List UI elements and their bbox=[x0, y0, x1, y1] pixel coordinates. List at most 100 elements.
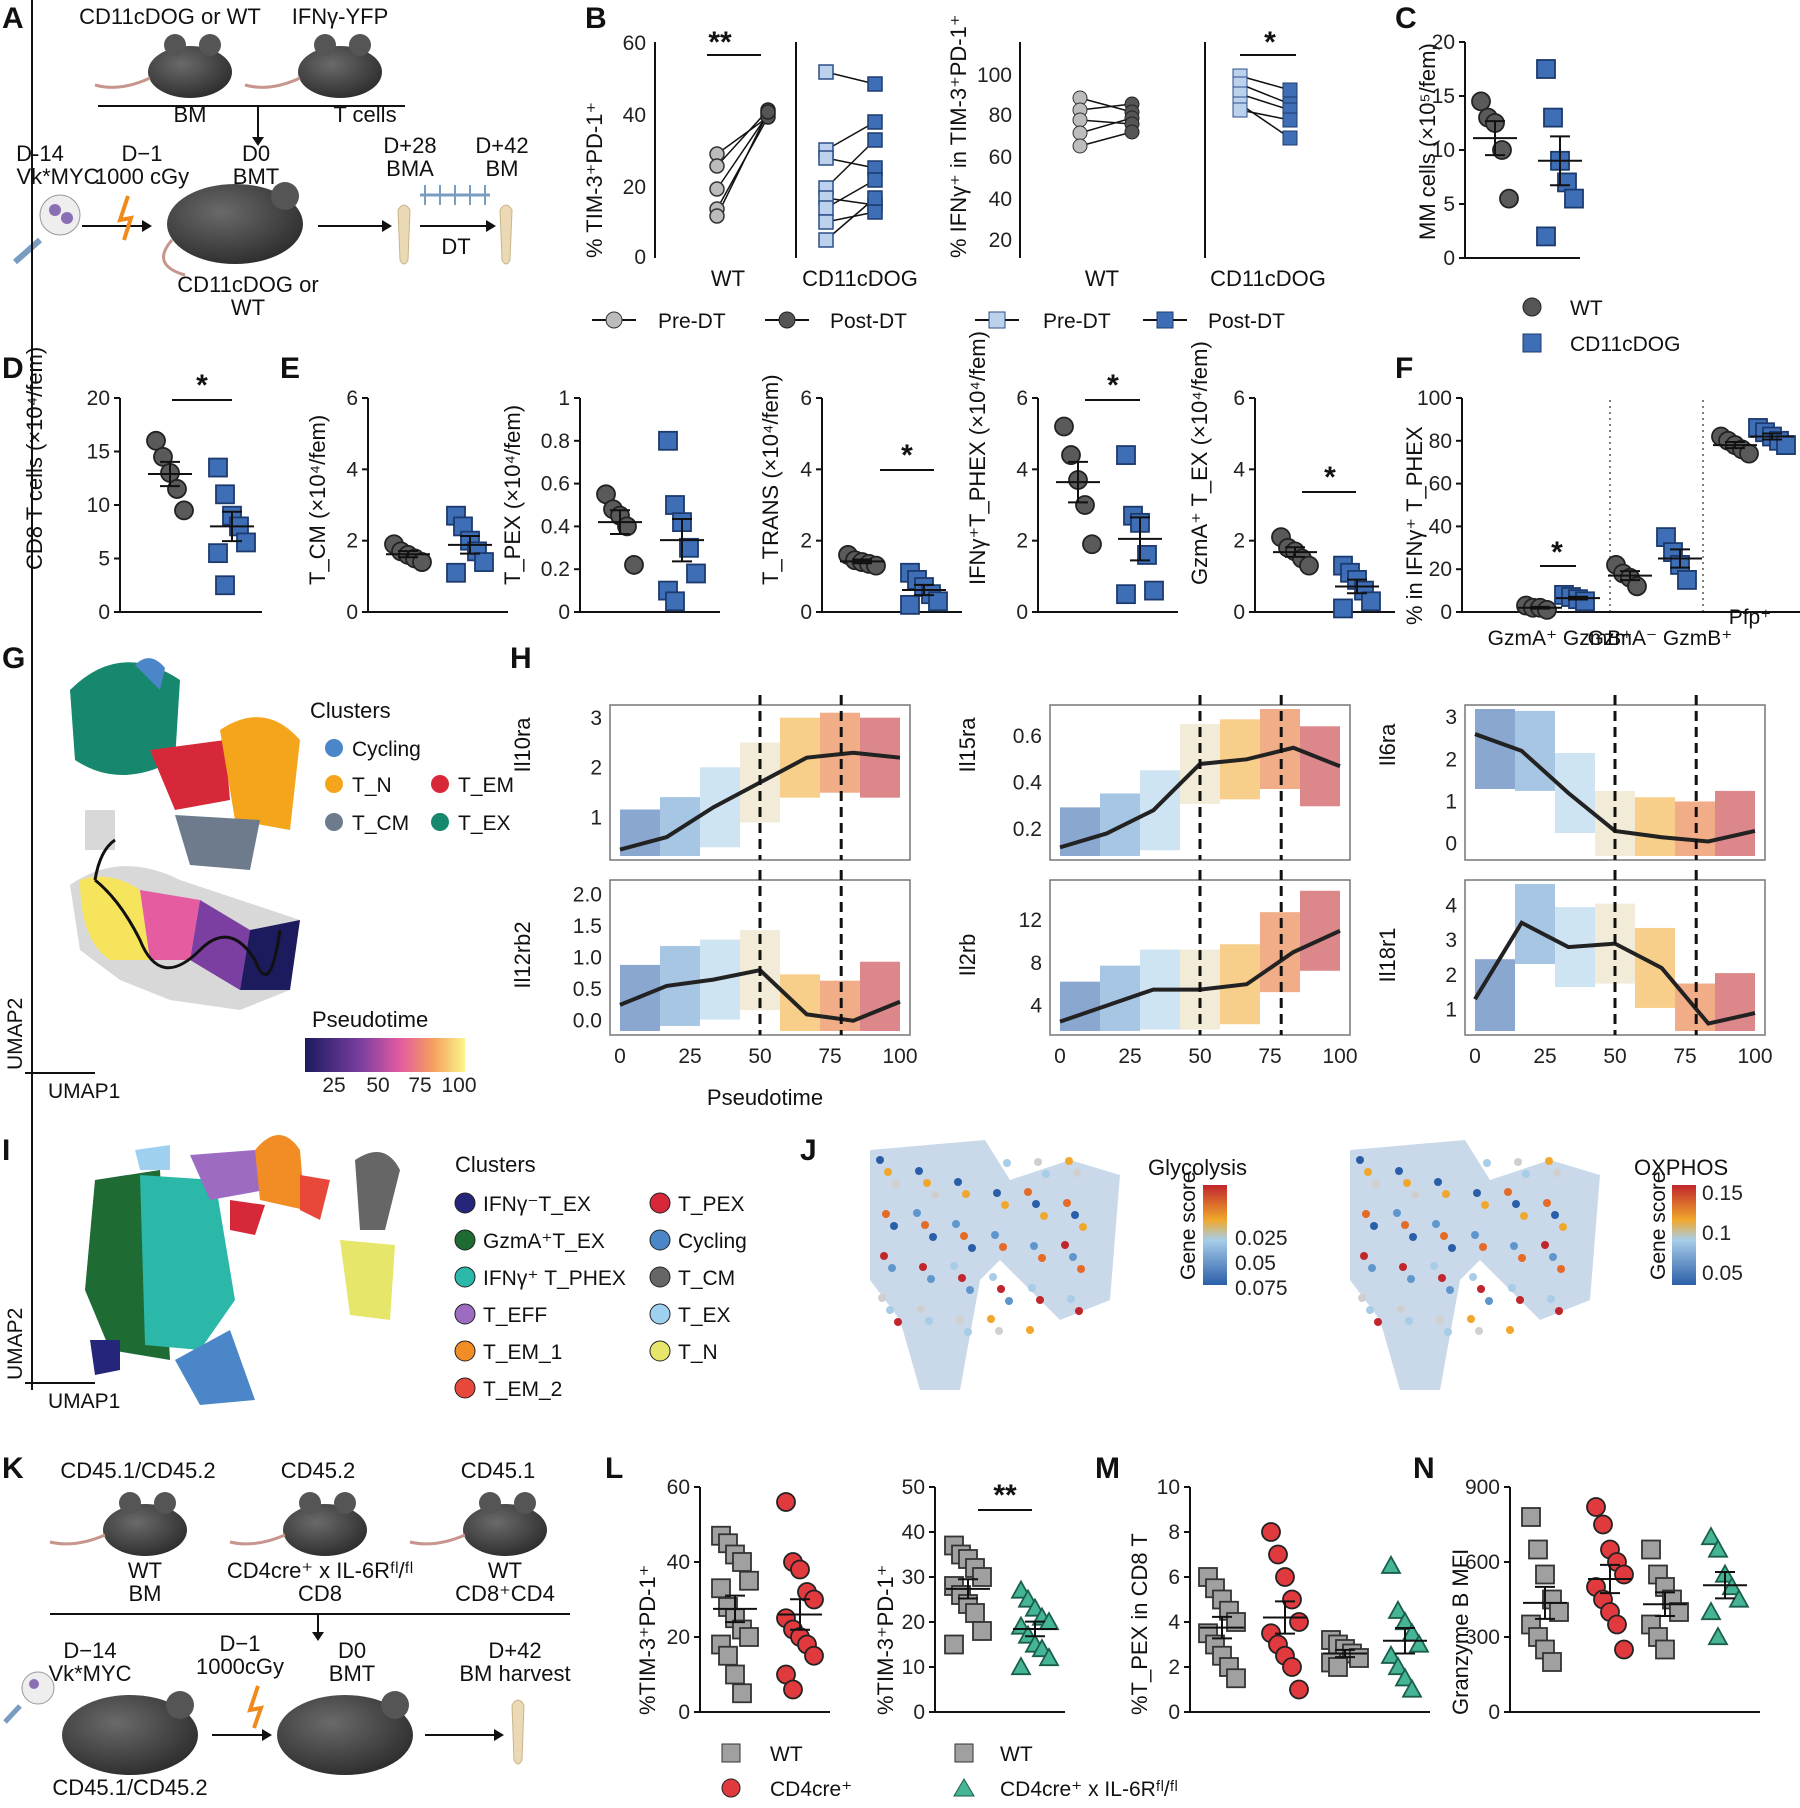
cell-point bbox=[987, 1315, 995, 1323]
point-cloud bbox=[1715, 790, 1755, 856]
data-point bbox=[215, 484, 235, 505]
umap-clusters bbox=[70, 658, 300, 870]
data-point bbox=[1226, 1668, 1246, 1689]
tick-label: 0.025 bbox=[1235, 1227, 1288, 1250]
legend-item: T_EM_1 bbox=[483, 1341, 562, 1364]
timepoint-label: D0 bbox=[338, 1638, 366, 1663]
data-point bbox=[665, 495, 685, 515]
tick-label: 4 bbox=[1445, 894, 1457, 917]
tick-label: 12 bbox=[1019, 909, 1042, 932]
gene-label: Il12rb2 bbox=[510, 921, 535, 988]
data-point bbox=[1328, 1657, 1348, 1677]
cell-point bbox=[921, 1221, 929, 1229]
data-point bbox=[804, 1645, 824, 1666]
data-point bbox=[711, 1578, 731, 1599]
cell-point bbox=[1518, 1254, 1526, 1262]
cd11cdog-pairs bbox=[818, 64, 883, 248]
colorbar-title: Gene score bbox=[1647, 1171, 1670, 1280]
timepoint-label: BMT bbox=[329, 1661, 375, 1686]
recipient-label-2: WT bbox=[231, 295, 265, 320]
y-axis-label: % TIM-3⁺PD-1⁺ bbox=[582, 102, 607, 258]
tick-label: 25 bbox=[1533, 1045, 1556, 1068]
y-axis-label: % in IFNγ⁺ T_PHEX bbox=[1402, 426, 1427, 625]
cell-point bbox=[1471, 1231, 1479, 1239]
y-axis-label: Granzyme B MFI bbox=[1448, 1549, 1473, 1715]
cell-point bbox=[1061, 1241, 1069, 1249]
panel-label: G bbox=[2, 642, 25, 675]
legend-item: Post-DT bbox=[830, 310, 907, 333]
data-point bbox=[624, 555, 644, 575]
data-point bbox=[965, 1603, 985, 1623]
umap-body bbox=[1350, 1140, 1600, 1390]
data-point bbox=[474, 552, 494, 572]
syringe-icon bbox=[13, 194, 81, 265]
cell-point bbox=[1432, 1220, 1440, 1228]
data-point bbox=[1289, 1679, 1309, 1700]
tick-label: 75 bbox=[408, 1074, 431, 1097]
data-point bbox=[1380, 1644, 1402, 1664]
legend-swatch bbox=[649, 1229, 671, 1251]
tick-label: 0.0 bbox=[573, 1010, 602, 1033]
d14-label: D-14 bbox=[16, 141, 64, 166]
cell-point bbox=[952, 1220, 960, 1228]
data-point bbox=[1075, 495, 1095, 515]
legend-swatch bbox=[454, 1340, 476, 1362]
tick-label: 0 bbox=[558, 601, 570, 624]
group-label-cd11cdog: CD11cDOG bbox=[802, 266, 918, 291]
tick-label: 4 bbox=[1030, 995, 1042, 1018]
mouse-icon bbox=[49, 1492, 187, 1556]
wt-pairs bbox=[709, 102, 776, 224]
tick-label: 20 bbox=[1429, 558, 1452, 581]
mouse-sublabel: BM bbox=[129, 1581, 162, 1606]
data-point bbox=[1275, 1567, 1295, 1587]
legend-item: T_EFF bbox=[483, 1304, 547, 1327]
tick-label: 0 bbox=[1440, 601, 1452, 624]
tick-label: 0 bbox=[1016, 601, 1028, 624]
point-cloud bbox=[780, 974, 820, 1031]
legend-item: IFNγ⁻T_EX bbox=[483, 1193, 591, 1216]
tick-label: 0 bbox=[678, 1701, 690, 1724]
tick-label: 0 bbox=[1233, 601, 1245, 624]
panel-m: M %T_PEX in CD8 T 0 2 4 6 8 10 bbox=[1095, 1452, 1430, 1724]
tick-label: 0.05 bbox=[1702, 1262, 1743, 1285]
mouse-sublabel: CD8⁺CD4 bbox=[455, 1581, 555, 1606]
legend-item: IFNγ⁺ T_PHEX bbox=[483, 1267, 626, 1290]
data-point bbox=[1641, 1539, 1661, 1560]
cell-point bbox=[1442, 1190, 1450, 1198]
tick-label: 40 bbox=[989, 188, 1012, 211]
cell-point bbox=[993, 1189, 1001, 1197]
point-cloud bbox=[1060, 807, 1100, 856]
vkmyc-label: Vk*MYC bbox=[16, 164, 99, 189]
data-point bbox=[972, 1567, 992, 1587]
point-cloud bbox=[1475, 709, 1515, 789]
colorbar bbox=[1672, 1185, 1696, 1285]
tick-label: 10 bbox=[902, 1656, 925, 1679]
cell-point bbox=[1067, 1295, 1075, 1303]
point-cloud bbox=[1475, 959, 1515, 1031]
tick-label: 2.0 bbox=[573, 883, 602, 906]
legend-item: CD11cDOG bbox=[1570, 333, 1680, 356]
tick-label: 4 bbox=[1168, 1611, 1180, 1634]
axis-label: UMAP1 bbox=[48, 1080, 120, 1103]
cell-point bbox=[1032, 1200, 1040, 1208]
syringes-icon bbox=[420, 185, 490, 205]
tick-label: 100 bbox=[1417, 387, 1452, 410]
tick-label: 2 bbox=[1233, 530, 1245, 553]
umap-pseudotime bbox=[70, 810, 300, 1010]
data-point bbox=[208, 457, 228, 478]
legend-item: Post-DT bbox=[1208, 310, 1285, 333]
panel-j: J Glycolysis OXPHOS Gene score 0.025 0.0… bbox=[800, 1134, 1743, 1390]
significance-marker: * bbox=[1107, 369, 1119, 402]
cell-point bbox=[1516, 1296, 1524, 1304]
cell-point bbox=[886, 1306, 894, 1314]
tick-label: 0 bbox=[1054, 1045, 1066, 1068]
cell-point bbox=[1520, 1212, 1528, 1220]
mouse-sublabel: CD4cre⁺ x IL-6Rᶠˡ/ᶠˡ bbox=[227, 1558, 413, 1583]
data-point bbox=[1082, 534, 1102, 555]
cell-point bbox=[962, 1190, 970, 1198]
cell-point bbox=[956, 1316, 964, 1324]
panel-label: I bbox=[2, 1134, 10, 1167]
data-point bbox=[1614, 1564, 1634, 1585]
cell-point bbox=[1448, 1244, 1456, 1252]
tick-label: 5 bbox=[98, 548, 110, 571]
